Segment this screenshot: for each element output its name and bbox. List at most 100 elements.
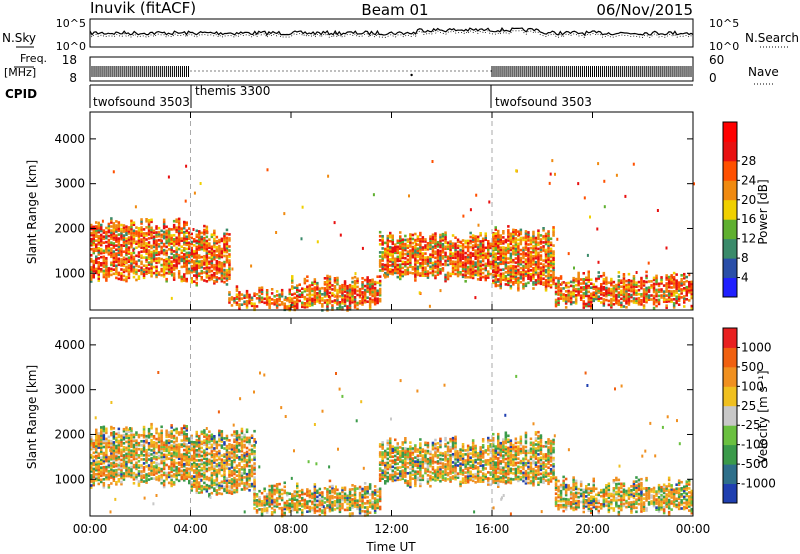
heatmap-cell xyxy=(95,438,98,442)
heatmap-cell xyxy=(419,243,422,247)
heatmap-cell xyxy=(454,254,457,258)
heatmap-cell xyxy=(343,294,347,297)
heatmap-cell xyxy=(270,302,274,305)
heatmap-cell xyxy=(518,232,521,236)
heatmap-cell xyxy=(105,277,108,280)
heatmap-cell xyxy=(160,433,163,437)
heatmap-cell xyxy=(384,265,387,269)
heatmap-cell xyxy=(469,235,472,239)
heatmap-cell xyxy=(205,227,209,231)
heatmap-cell xyxy=(557,279,560,282)
heatmap-cell xyxy=(492,261,495,264)
heatmap-cell xyxy=(399,269,402,273)
heatmap-cell xyxy=(348,302,352,305)
heatmap-cell xyxy=(406,238,410,241)
heatmap-cell xyxy=(341,302,344,305)
heatmap-cell xyxy=(120,458,123,462)
heatmap-cell xyxy=(514,279,518,282)
heatmap-cell xyxy=(200,271,203,275)
heatmap-cell xyxy=(590,304,593,308)
heatmap-cell xyxy=(200,261,203,265)
heatmap-cell xyxy=(130,223,133,227)
heatmap-cell xyxy=(198,246,201,249)
heatmap-cell xyxy=(595,287,598,291)
heatmap-cell xyxy=(92,263,95,267)
heatmap-cell xyxy=(175,429,178,433)
heatmap-cell xyxy=(225,485,229,488)
heatmap-cell xyxy=(358,295,362,299)
heatmap-cell xyxy=(97,440,100,443)
heatmap-cell xyxy=(167,473,171,477)
heatmap-cell xyxy=(102,269,106,273)
heatmap-cell xyxy=(223,441,226,444)
heatmap-cell xyxy=(303,279,307,283)
heatmap-cell xyxy=(672,292,676,295)
heatmap-cell xyxy=(318,287,322,290)
heatmap-cell xyxy=(180,453,183,456)
heatmap-cell xyxy=(524,266,528,269)
heatmap-cell xyxy=(122,226,126,229)
heatmap-cell xyxy=(484,254,487,258)
heatmap-cell xyxy=(92,463,95,467)
heatmap-cell xyxy=(517,262,520,266)
heatmap-cell xyxy=(140,242,143,245)
heatmap-cell xyxy=(125,259,128,263)
heatmap-cell xyxy=(97,275,100,278)
heatmap-cell xyxy=(590,294,593,298)
heatmap-cell xyxy=(532,238,535,242)
heatmap-cell xyxy=(404,273,407,276)
heatmap-cell xyxy=(589,215,591,219)
heatmap-cell xyxy=(368,285,372,288)
heatmap-cell xyxy=(185,427,188,430)
heatmap-cell xyxy=(436,243,440,246)
heatmap-cell xyxy=(348,306,352,309)
heatmap-cell xyxy=(195,235,198,239)
heatmap-cell xyxy=(205,257,209,261)
heatmap-cell xyxy=(534,246,538,250)
heatmap-cell xyxy=(288,306,291,310)
heatmap-cell xyxy=(152,437,156,440)
heatmap-cell xyxy=(615,301,618,305)
heatmap-cell xyxy=(338,307,342,310)
heatmap-cell xyxy=(177,463,181,466)
heatmap-cell xyxy=(130,270,133,273)
heatmap-cell xyxy=(351,288,354,292)
heatmap-cell xyxy=(547,272,550,276)
heatmap-cell xyxy=(670,286,673,289)
heatmap-cell xyxy=(147,442,151,445)
heatmap-cell xyxy=(115,240,118,243)
heatmap-cell xyxy=(122,464,126,467)
heatmap-cell xyxy=(419,258,422,261)
heatmap-cell xyxy=(615,283,618,287)
heatmap-cell xyxy=(90,464,93,467)
heatmap-cell xyxy=(253,306,256,310)
heatmap-cell xyxy=(476,255,480,259)
heatmap-cell xyxy=(165,443,168,447)
heatmap-cell xyxy=(223,244,226,248)
heatmap-cell xyxy=(384,271,387,275)
heatmap-cell xyxy=(233,482,236,486)
heatmap-cell xyxy=(378,275,382,278)
heatmap-cell xyxy=(210,251,214,255)
heatmap-cell xyxy=(595,285,598,289)
heatmap-cell xyxy=(567,297,570,301)
heatmap-cell xyxy=(142,248,146,251)
heatmap-cell xyxy=(115,472,118,476)
heatmap-cell xyxy=(175,252,178,256)
heatmap-cell xyxy=(504,250,508,254)
heatmap-cell xyxy=(183,259,186,263)
heatmap-cell xyxy=(603,179,606,183)
heatmap-cell xyxy=(549,283,553,287)
heatmap-cell xyxy=(338,284,342,288)
heatmap-cell xyxy=(225,256,229,260)
heatmap-cell xyxy=(683,274,686,278)
heatmap-cell xyxy=(147,241,151,244)
heatmap-cell xyxy=(145,250,148,253)
heatmap-cell xyxy=(200,474,203,478)
heatmap-cell xyxy=(125,448,128,452)
heatmap-cell xyxy=(132,235,136,239)
heatmap-cell xyxy=(112,441,116,444)
heatmap-cell xyxy=(557,293,560,296)
heatmap-cell xyxy=(205,447,209,451)
heatmap-cell xyxy=(419,274,422,277)
